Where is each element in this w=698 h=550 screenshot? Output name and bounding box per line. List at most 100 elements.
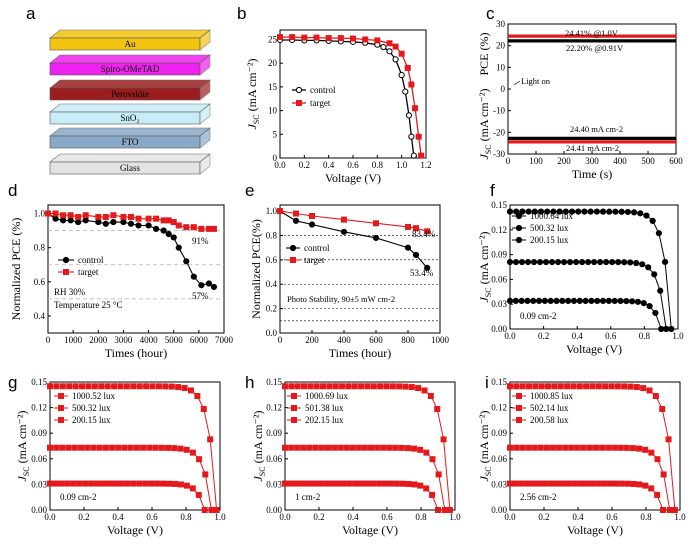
data-point-202.15 lux: [340, 480, 347, 487]
data-point-502.14 lux: [617, 444, 624, 451]
y-tick-label: 0.15: [491, 377, 507, 387]
data-point-1000.85 lux: [570, 383, 577, 390]
legend-label: 501.38 lux: [305, 403, 344, 413]
data-point-1000.85 lux: [614, 383, 621, 390]
data-point-1000.69 lux: [370, 383, 377, 390]
data-point-500.32 lux: [657, 287, 664, 294]
data-point-200.15 lux: [652, 309, 659, 317]
legend-label: target: [78, 267, 99, 277]
data-point-control: [405, 112, 413, 119]
legend-label: 200.58 lux: [530, 415, 569, 425]
layer-top-face: [49, 103, 211, 113]
device-stack: Au Spiro-OMeTAD Perovskite SnO₂ FTO Glass: [49, 29, 211, 175]
data-point-500.32 lux: [518, 258, 526, 266]
data-point-200.58 lux: [577, 480, 584, 487]
data-point-200.58 lux: [512, 480, 519, 487]
data-point-1000.52 lux: [181, 385, 188, 392]
data-point-1000.85 lux: [532, 383, 539, 390]
data-point-502.14 lux: [507, 444, 513, 451]
legend-label: 1000.52 lux: [72, 391, 116, 401]
data-point-202.15 lux: [382, 480, 389, 487]
x-axis-label: Times (hour): [105, 346, 168, 360]
data-point-target: [415, 133, 422, 140]
data-point-501.38 lux: [423, 449, 430, 456]
data-point-500.32 lux: [84, 444, 91, 451]
y-tick-label: 15: [268, 82, 278, 92]
data-point-1000.52 lux: [130, 383, 137, 390]
x-tick-label: 1.0: [672, 331, 684, 341]
data-point-501.38 lux: [417, 446, 424, 453]
data-point-1000.69 lux: [377, 383, 384, 390]
x-tick-label: 0.6: [605, 331, 617, 341]
x-tick-label: 400: [613, 156, 627, 166]
data-point-500.32 lux: [573, 258, 580, 266]
data-point-502.14 lux: [519, 444, 526, 451]
data-point-target: [341, 216, 347, 223]
x-tick-label: 0.8: [372, 160, 384, 170]
y-tick-label: 0.12: [491, 225, 507, 235]
data-point-500.32 lux: [585, 258, 592, 266]
data-point-200.15 lux: [195, 491, 202, 498]
x-tick-label: 1.0: [449, 512, 461, 522]
data-point-target: [145, 215, 152, 222]
data-point-200.15 lux: [70, 480, 77, 487]
data-point-1000.64 lux: [581, 208, 588, 215]
legend-label: 200.15 lux: [72, 415, 111, 425]
data-point-200.15 lux: [599, 297, 607, 304]
y-axis-label-bottom: JSC (mA cm⁻²): [477, 88, 493, 159]
data-point-1000.69 lux: [326, 383, 333, 390]
legend-label: 202.15 lux: [305, 415, 344, 425]
x-tick-label: 400: [337, 335, 351, 345]
data-point-202.15 lux: [323, 480, 330, 487]
data-point-200.58 lux: [507, 480, 513, 487]
data-point-target: [52, 210, 59, 217]
data-point-control: [404, 244, 412, 251]
data-point-500.32 lux: [639, 261, 646, 268]
data-point-1000.52 lux: [66, 383, 73, 390]
data-point-1000.85 lux: [557, 383, 564, 390]
data-point-202.15 lux: [387, 480, 394, 487]
data-point-502.14 lux: [513, 444, 520, 451]
data-point-200.15 lux: [646, 302, 653, 310]
legend-marker: [296, 100, 302, 106]
data-point-1000.64 lux: [519, 208, 526, 215]
data-point-200.15 lux: [100, 480, 107, 487]
chart-i: 0.0 0.2 0.4 0.6 0.8 1.0 0.00 0.03 0.06 0.09 0.12 0.…: [477, 377, 686, 537]
data-point-1000.69 lux: [396, 383, 403, 390]
data-point-target: [127, 213, 134, 220]
data-point-202.15 lux: [399, 480, 406, 487]
data-point-502.14 lux: [562, 444, 569, 451]
x-tick-label: 0.2: [538, 331, 549, 341]
data-point-control: [165, 230, 172, 238]
data-point-target: [392, 43, 399, 50]
legend-marker: [58, 393, 64, 399]
data-point-1000.64 lux: [668, 325, 675, 333]
y-tick-label: 0.12: [491, 403, 507, 413]
data-point-1000.85 lux: [595, 383, 602, 390]
data-point-1000.52 lux: [123, 383, 130, 390]
data-point-202.15 lux: [305, 480, 312, 487]
data-point-1000.69 lux: [402, 383, 409, 390]
data-point-500.32 lux: [633, 259, 640, 267]
data-point-202.15 lux: [429, 491, 436, 498]
data-point-control: [82, 217, 89, 224]
y-tick-label: 0.00: [491, 505, 507, 515]
data-point-target: [405, 223, 411, 230]
layer-label: Perovskite: [111, 89, 149, 99]
data-point-1000.64 lux: [637, 210, 644, 217]
x-axis-label: Voltage (V): [567, 523, 623, 537]
data-point-1000.85 lux: [646, 387, 653, 394]
data-point-200.15 lux: [148, 480, 155, 487]
data-point-501.38 lux: [325, 444, 332, 451]
x-axis-label: Voltage (V): [107, 523, 163, 537]
data-point-1000.69 lux: [358, 383, 365, 390]
layer-top-face: [49, 79, 211, 89]
data-point-1000.85 lux: [526, 383, 533, 390]
data-point-1000.52 lux: [194, 393, 201, 400]
data-point-200.15 lux: [559, 297, 566, 304]
data-point-501.38 lux: [349, 444, 356, 451]
plot-frame: [279, 204, 441, 334]
data-point-target: [82, 212, 89, 219]
data-point-200.58 lux: [607, 480, 614, 487]
data-point-1000.64 lux: [544, 208, 551, 215]
